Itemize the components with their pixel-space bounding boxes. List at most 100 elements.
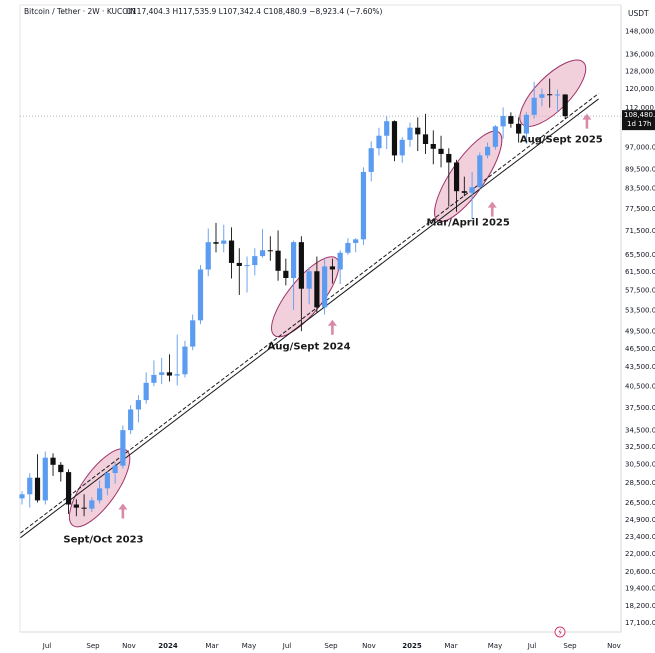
bear-candle (166, 354, 173, 382)
up-arrow-icon (327, 319, 337, 335)
bear-candle (391, 120, 398, 162)
current-price-value: 108,480.9 (624, 111, 655, 119)
bar-countdown: 1d 17h (627, 120, 651, 128)
bull-candle (205, 228, 211, 277)
candle-body (376, 135, 382, 149)
y-tick-label: 128,000.0 (625, 67, 655, 75)
bull-candle (353, 238, 359, 253)
annotation-label: Mar/April 2025 (427, 217, 510, 228)
bull-candle (159, 357, 165, 385)
candle-body (73, 504, 79, 508)
y-tick-label: 77,500.0 (625, 205, 655, 213)
current-price-tag: 108,480.9 1d 17h (622, 110, 655, 131)
candle-body (516, 123, 522, 134)
candle-body (539, 94, 545, 98)
candle-body (143, 382, 149, 401)
candle-body (446, 153, 452, 163)
candle-body (469, 187, 475, 193)
candle-body (500, 116, 506, 127)
currency-label: USDT (628, 9, 649, 18)
candle-body (19, 494, 25, 499)
bull-candle (384, 116, 390, 150)
bull-candle (259, 228, 266, 258)
time-axis-badge-icon[interactable] (554, 626, 566, 638)
bull-candle (306, 267, 312, 305)
candle-body (430, 143, 436, 149)
x-tick-label: Nov (607, 642, 621, 650)
candle-body (252, 256, 258, 266)
candle-body (422, 134, 429, 144)
candle-body (205, 242, 211, 270)
x-tick-label: 2025 (402, 642, 422, 650)
y-tick-label: 61,500.0 (625, 268, 655, 276)
bear-candle (461, 176, 467, 197)
trendlines (20, 93, 599, 539)
bull-candle (97, 480, 103, 504)
bear-candle (228, 227, 235, 279)
x-tick-label: May (242, 642, 256, 650)
bear-candle (236, 248, 242, 295)
bull-candle (42, 451, 48, 505)
bear-candle (34, 454, 41, 503)
candle-body (337, 252, 343, 270)
y-tick-label: 83,500.0 (625, 184, 655, 192)
y-tick-label: 89,500.0 (625, 165, 655, 173)
x-tick-label: Nov (122, 642, 136, 650)
bear-candle (213, 222, 219, 253)
candle-body (453, 162, 460, 192)
candle-body (65, 472, 72, 505)
bear-candle (267, 236, 273, 261)
y-tick-label: 37,500.0 (625, 404, 655, 412)
candle-body (399, 139, 405, 156)
bull-candle (89, 497, 95, 512)
y-tick-label: 19,400.0 (625, 584, 655, 592)
y-tick-label: 46,500.0 (625, 345, 655, 353)
bull-candle (368, 141, 374, 182)
dashed-trendline (20, 93, 599, 534)
bear-candle (65, 469, 72, 515)
bear-candle (415, 117, 421, 152)
y-tick-label: 112,000.0 (625, 104, 655, 112)
candle-body (244, 265, 250, 267)
y-tick-label: 26,500.0 (625, 499, 655, 507)
candle-body (391, 121, 398, 156)
candle-body (120, 430, 126, 466)
bull-candle (337, 250, 343, 284)
bull-candle (500, 107, 506, 139)
symbol-header: Bitcoin / Tether · 2W · KUCOIN (24, 7, 136, 16)
bear-candle (547, 78, 553, 108)
y-tick-label: 34,500.0 (625, 427, 655, 435)
bear-candle (73, 499, 79, 517)
bull-candle (143, 372, 149, 404)
y-tick-label: 43,500.0 (625, 363, 655, 371)
candle-body (259, 250, 266, 257)
candle-body (531, 97, 537, 115)
bull-candle (469, 171, 475, 220)
candle-body (81, 507, 87, 509)
x-tick-label: Mar (444, 642, 457, 650)
candle-body (547, 94, 553, 96)
up-arrow-icon (582, 113, 592, 129)
bear-candle (438, 135, 444, 168)
y-axis-ticks: 148,000.0 136,000.0 128,000.0 120,000.0 112,… (625, 28, 655, 628)
candle-body (182, 346, 188, 375)
candle-body (329, 266, 335, 270)
solid-trendline (20, 98, 599, 539)
y-tick-label: 53,500.0 (625, 306, 655, 314)
bear-candle (422, 113, 429, 154)
up-arrow-icon (118, 503, 128, 519)
x-tick-label: Jul (282, 642, 292, 650)
x-tick-label: 2024 (158, 642, 178, 650)
x-tick-label: May (488, 642, 502, 650)
candle-body (275, 250, 281, 271)
candle-body (104, 473, 110, 489)
y-tick-label: 24,900.0 (625, 516, 655, 524)
bull-candle (492, 125, 498, 150)
candle-body (477, 155, 483, 188)
bull-candle (291, 240, 297, 310)
x-tick-label: Jul (42, 642, 52, 650)
y-tick-label: 18,200.0 (625, 602, 655, 610)
y-tick-label: 17,100.0 (625, 619, 655, 627)
candle-body (407, 127, 413, 140)
